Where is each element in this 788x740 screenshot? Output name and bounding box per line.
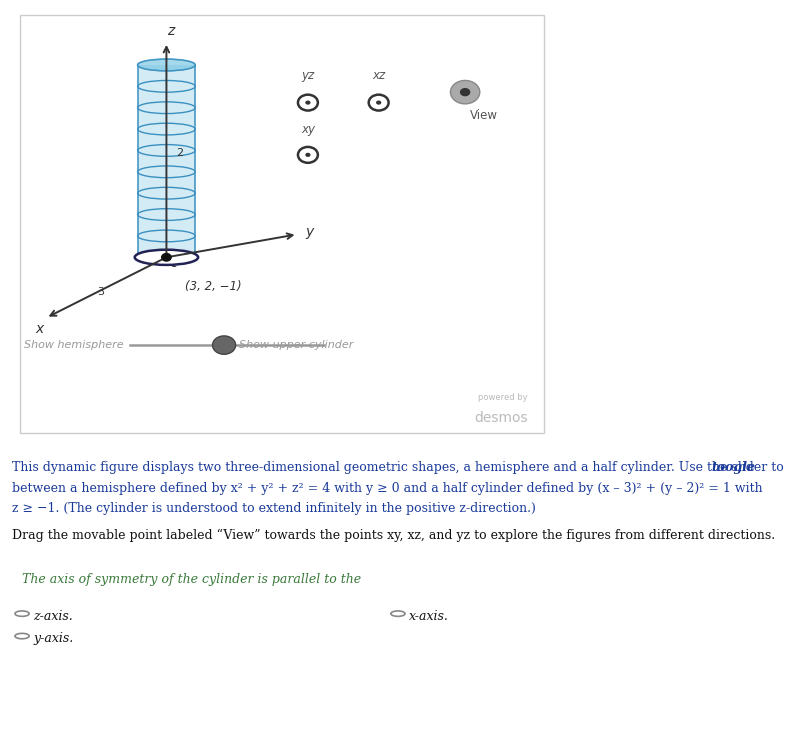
Text: powered by: powered by (478, 392, 528, 402)
Ellipse shape (138, 59, 195, 71)
Text: z-axis.: z-axis. (33, 610, 72, 623)
Text: y: y (305, 225, 314, 239)
Circle shape (213, 336, 236, 354)
Circle shape (305, 101, 310, 104)
Text: Drag the movable point labeled “View” towards the points xy, xz, and yz to explo: Drag the movable point labeled “View” to… (12, 528, 775, 542)
Circle shape (298, 147, 318, 163)
Text: Show upper cylinder: Show upper cylinder (239, 340, 353, 350)
Text: Show hemisphere: Show hemisphere (24, 340, 124, 350)
Circle shape (391, 611, 405, 616)
Circle shape (15, 611, 29, 616)
Text: x: x (35, 322, 44, 336)
Text: x-axis.: x-axis. (409, 610, 449, 623)
Text: yz: yz (301, 69, 314, 81)
Text: y-axis.: y-axis. (33, 633, 73, 645)
Text: desmos: desmos (474, 411, 528, 425)
Circle shape (305, 152, 310, 157)
Circle shape (376, 101, 381, 104)
Circle shape (298, 95, 318, 110)
Circle shape (162, 254, 171, 261)
Circle shape (451, 81, 480, 104)
Text: z ≥ −1. (The cylinder is understood to extend infinitely in the positive z-direc: z ≥ −1. (The cylinder is understood to e… (12, 502, 536, 515)
Text: 2: 2 (176, 148, 183, 158)
Ellipse shape (135, 249, 198, 265)
Text: between a hemisphere defined by x² + y² + z² = 4 with y ≥ 0 and a half cylinder : between a hemisphere defined by x² + y² … (12, 482, 763, 494)
Circle shape (369, 95, 388, 110)
Text: xy: xy (301, 123, 315, 136)
Text: 1: 1 (171, 260, 177, 269)
Circle shape (460, 88, 470, 96)
Text: toogle: toogle (712, 461, 756, 474)
Text: z: z (167, 24, 174, 38)
Circle shape (15, 633, 29, 639)
Text: This dynamic figure displays two three-dimensional geometric shapes, a hemispher: This dynamic figure displays two three-d… (12, 461, 787, 474)
Text: xz: xz (372, 69, 385, 81)
Polygon shape (138, 65, 195, 258)
Text: (3, 2, −1): (3, 2, −1) (184, 280, 241, 293)
Text: 3: 3 (98, 286, 105, 297)
Text: View: View (470, 109, 498, 122)
Text: The axis of symmetry of the cylinder is parallel to the: The axis of symmetry of the cylinder is … (22, 574, 361, 586)
